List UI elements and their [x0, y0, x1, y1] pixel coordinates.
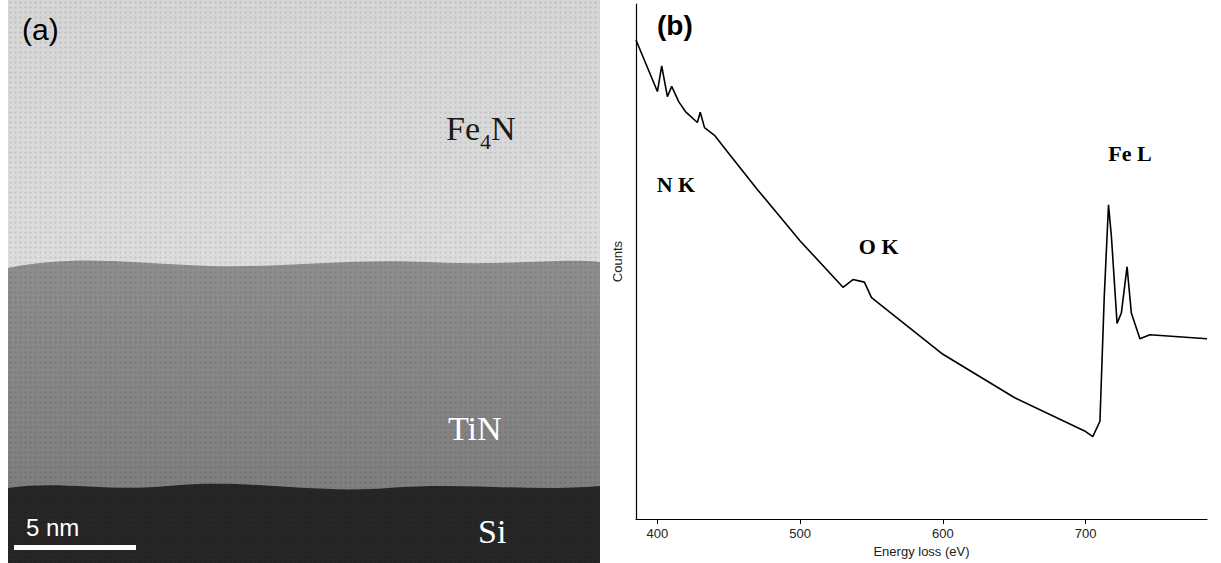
svg-text:N K: N K	[657, 172, 696, 197]
svg-text:5 nm: 5 nm	[26, 514, 79, 541]
svg-text:Si: Si	[478, 513, 506, 550]
svg-text:(b): (b)	[657, 10, 693, 41]
svg-text:Energy loss (eV): Energy loss (eV)	[873, 544, 969, 559]
svg-text:700: 700	[1075, 526, 1097, 541]
svg-text:Counts: Counts	[610, 240, 625, 282]
svg-text:TiN: TiN	[448, 410, 502, 447]
svg-text:500: 500	[789, 526, 811, 541]
svg-text:Fe L: Fe L	[1108, 141, 1151, 166]
svg-text:(a): (a)	[22, 13, 59, 46]
svg-text:600: 600	[932, 526, 954, 541]
svg-text:400: 400	[647, 526, 669, 541]
svg-text:O K: O K	[859, 234, 899, 259]
svg-text:Fe4N: Fe4N	[446, 110, 516, 154]
